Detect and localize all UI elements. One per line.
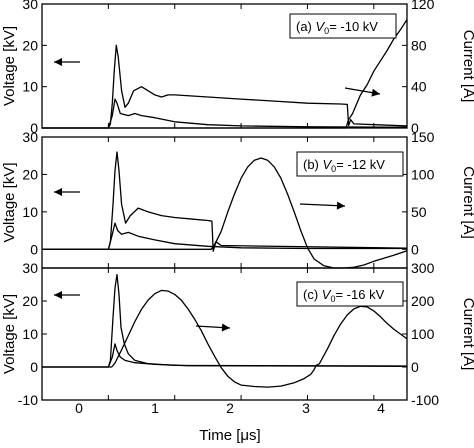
series-line (42, 98, 408, 129)
y-left-tick-label: 0 (30, 120, 38, 136)
right-axis-arrow-head (336, 201, 345, 210)
chart-panel: 0 10 20 30 0 40 80 120 Voltage [kV] Current [A] (a… (1, 0, 474, 136)
x-axis-title: Time [μs] (199, 427, 260, 444)
y-right-axis-title: Current [A] (460, 30, 474, 103)
series-line (42, 289, 408, 388)
panel-label: (a) V0= -10 kV (296, 19, 378, 36)
x-tick-label: 3 (302, 400, 310, 416)
y-left-tick-label: 10 (22, 204, 38, 220)
y-left-axis-title: Voltage [kV] (1, 294, 18, 374)
panel-label-box (289, 13, 397, 39)
y-left-tick-label: 30 (22, 260, 38, 276)
series-line (42, 157, 408, 269)
x-tick-label: 0 (75, 400, 83, 416)
x-tick-labels: 0 1 2 3 4 (75, 400, 385, 416)
y-right-tick-label: 300 (411, 260, 435, 276)
y-right-tick-label: 80 (411, 37, 427, 53)
y-left-axis-title: Voltage [kV] (1, 26, 18, 106)
left-axis-arrow-head (54, 58, 62, 66)
y-left-tick-label: 0 (30, 359, 38, 375)
series-line (42, 19, 408, 129)
y-left-tick-label: 10 (22, 326, 38, 342)
series-line (42, 222, 407, 250)
y-right-axis-title: Current [A] (460, 298, 474, 371)
y-right-tick-label: 200 (411, 293, 435, 309)
y-right-tick-label: 50 (411, 204, 427, 220)
x-tick-label: 2 (226, 400, 234, 416)
y-left-tick-label: 30 (22, 0, 38, 12)
right-axis-arrow-head (371, 88, 380, 97)
x-tick-label: 1 (151, 400, 159, 416)
series-line (42, 151, 408, 252)
y-right-tick-label: 0 (411, 120, 419, 136)
y-right-tick-label: -100 (411, 392, 439, 408)
y-left-tick-label: 20 (22, 37, 38, 53)
y-right-tick-label: 0 (411, 359, 419, 375)
panel-label: (c) V0= -16 kV (303, 287, 385, 304)
y-left-tick-label: 0 (30, 241, 38, 257)
y-left-axis-title: Voltage [kV] (1, 162, 18, 242)
panel-label-box (296, 281, 404, 307)
y-left-tick-label: 20 (22, 293, 38, 309)
x-tick-label: 4 (377, 400, 385, 416)
y-left-tick-label: 20 (22, 166, 38, 182)
right-axis-arrow-head (221, 323, 230, 332)
y-left-tick-label: -10 (18, 392, 38, 408)
left-axis-arrow-head (54, 188, 62, 196)
y-right-tick-label: 0 (411, 241, 419, 257)
y-right-tick-label: 150 (411, 129, 435, 145)
left-axis-arrow-head (54, 291, 62, 299)
y-left-tick-label: 30 (22, 129, 38, 145)
series-line (42, 44, 408, 129)
y-right-tick-label: 120 (411, 0, 435, 12)
y-right-axis-title: Current [A] (460, 166, 474, 239)
series-line (42, 343, 408, 368)
y-right-tick-label: 100 (411, 166, 435, 182)
y-right-tick-label: 100 (411, 326, 435, 342)
y-left-tick-label: 10 (22, 79, 38, 95)
panel-label-box (296, 151, 404, 177)
chart-panel: 0 10 20 30 0 50 100 150 Voltage [kV] Current [A] (… (1, 129, 474, 269)
y-right-tick-label: 40 (411, 79, 427, 95)
panel-label: (b) V0= -12 kV (303, 157, 385, 174)
